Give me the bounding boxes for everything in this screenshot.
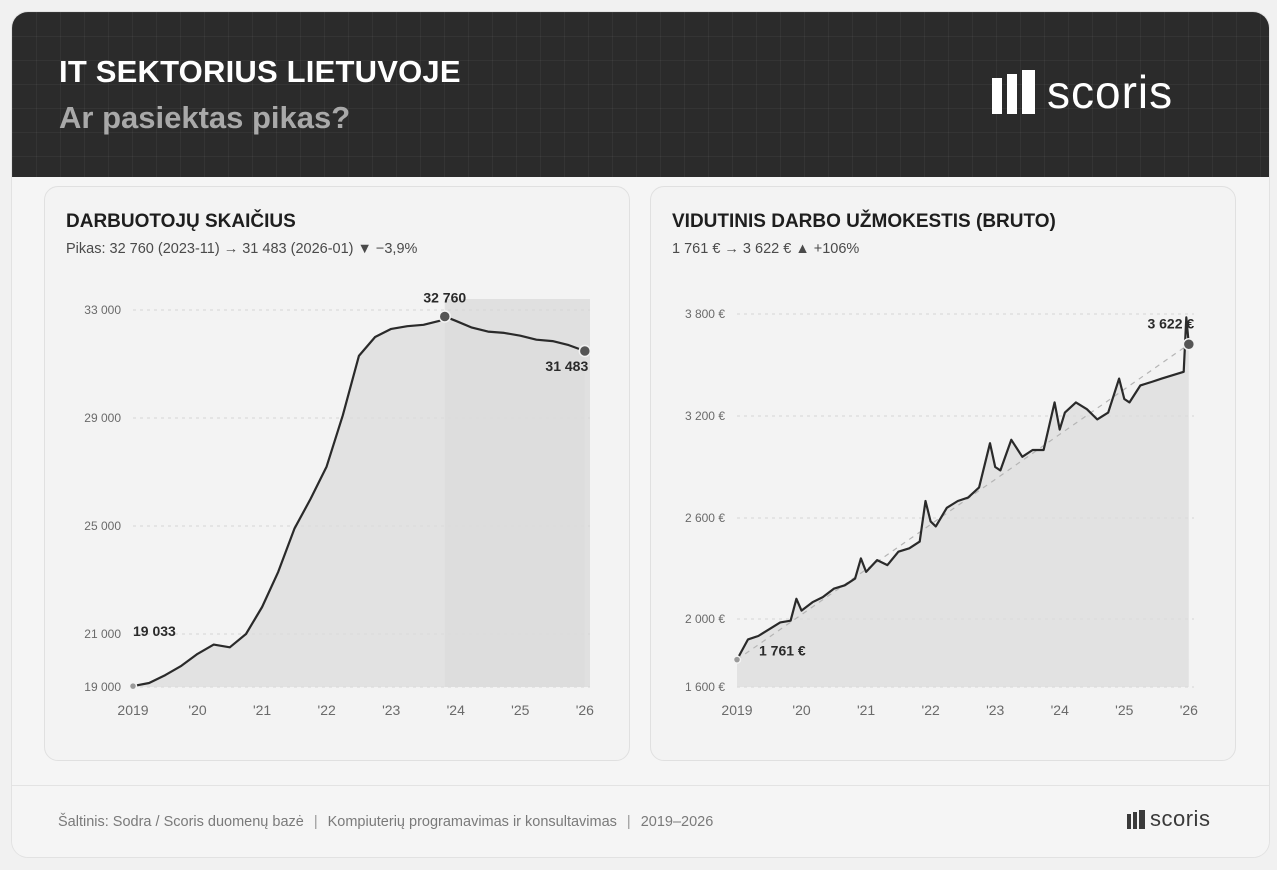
salary-chart-panel: VIDUTINIS DARBO UŽMOKESTIS (BRUTO) 1 761…	[650, 186, 1236, 761]
footer-period: 2019–2026	[640, 814, 714, 830]
x-tick-label: '23	[382, 702, 400, 718]
data-point-marker	[732, 655, 742, 664]
y-tick-label: 25 000	[84, 519, 121, 533]
y-tick-label: 33 000	[84, 303, 121, 317]
salary-chart: 1 600 € 2 000 € 2 600 € 3 200 € 3 800 € 2019 '…	[685, 307, 1198, 718]
y-tick-label: 21 000	[84, 627, 121, 641]
salary-chart-subtitle: 1 761 € → 3 622 € ▲ +106%	[672, 241, 860, 257]
footer-separator: |	[313, 814, 318, 830]
data-label: 1 761 €	[759, 643, 806, 659]
data-point-marker	[438, 310, 452, 323]
series-line	[132, 315, 586, 688]
header-banner: IT SEKTORIUS LIETUVOJE Ar pasiektas pika…	[12, 12, 1269, 177]
data-label: 3 622 €	[1147, 315, 1194, 331]
y-tick-label: 1 600 €	[685, 680, 725, 694]
x-tick-label: 2019	[117, 702, 148, 718]
logo-text: scoris	[1047, 66, 1174, 118]
employees-chart-title: DARBUOTOJŲ SKAIČIUS	[66, 211, 296, 232]
logo-bars-icon	[992, 70, 1035, 114]
x-tick-label: '22	[922, 702, 940, 718]
x-tick-label: '26	[1180, 702, 1198, 718]
footer-source: Šaltinis: Sodra / Scoris duomenų bazė	[58, 814, 304, 830]
x-tick-label: '22	[318, 702, 336, 718]
scoris-logo: scoris	[992, 67, 1173, 117]
page-subtitle: Ar pasiektas pikas?	[59, 100, 351, 135]
x-tick-label: '24	[1051, 702, 1069, 718]
x-tick-label: '20	[792, 702, 810, 718]
footer: Šaltinis: Sodra / Scoris duomenų bazė | Ko…	[12, 785, 1269, 857]
x-tick-label: '25	[511, 702, 529, 718]
salary-chart-title: VIDUTINIS DARBO UŽMOKESTIS (BRUTO)	[672, 211, 1056, 232]
employees-chart-panel: DARBUOTOJŲ SKAIČIUS Pikas: 32 760 (2023-…	[44, 186, 630, 761]
data-label: 31 483	[545, 358, 588, 374]
footer-text: Šaltinis: Sodra / Scoris duomenų bazė | Ko…	[58, 814, 713, 830]
footer-logo-text: scoris	[1150, 806, 1211, 831]
employees-chart-subtitle: Pikas: 32 760 (2023-11) → 31 483 (2026-0…	[66, 241, 418, 257]
x-tick-label: '24	[447, 702, 465, 718]
y-tick-label: 3 200 €	[685, 409, 725, 423]
x-tick-label: '21	[857, 702, 875, 718]
x-tick-label: '21	[253, 702, 271, 718]
y-tick-label: 2 000 €	[685, 612, 725, 626]
data-point-marker	[578, 344, 592, 358]
x-tick-label: 2019	[721, 702, 752, 718]
x-tick-label: '25	[1115, 702, 1133, 718]
y-tick-label: 2 600 €	[685, 511, 725, 525]
y-tick-label: 3 800 €	[685, 307, 725, 321]
trend-line	[736, 343, 1190, 661]
footer-separator: |	[626, 814, 631, 830]
footer-sector: Kompiuterių programavimas ir konsultavim…	[327, 814, 617, 830]
footer-scoris-logo: scoris	[1127, 808, 1210, 830]
series-line	[736, 316, 1190, 661]
infographic-card: IT SEKTORIUS LIETUVOJE Ar pasiektas pika…	[12, 12, 1269, 857]
employees-chart: 19 000 21 000 25 000 29 000 33 000 2019 '20 '21…	[84, 289, 594, 718]
footer-logo-bars-icon	[1127, 809, 1145, 829]
data-point-marker	[128, 681, 138, 691]
data-point-marker	[1182, 338, 1196, 351]
series-area	[737, 317, 1189, 687]
x-tick-label: '26	[576, 702, 594, 718]
x-tick-label: '23	[986, 702, 1004, 718]
data-label: 19 033	[133, 623, 176, 639]
page-title: IT SEKTORIUS LIETUVOJE	[59, 54, 461, 89]
y-tick-label: 29 000	[84, 411, 121, 425]
y-tick-label: 19 000	[84, 680, 121, 694]
x-tick-label: '20	[188, 702, 206, 718]
data-label: 32 760	[423, 289, 466, 305]
series-area	[133, 316, 585, 687]
